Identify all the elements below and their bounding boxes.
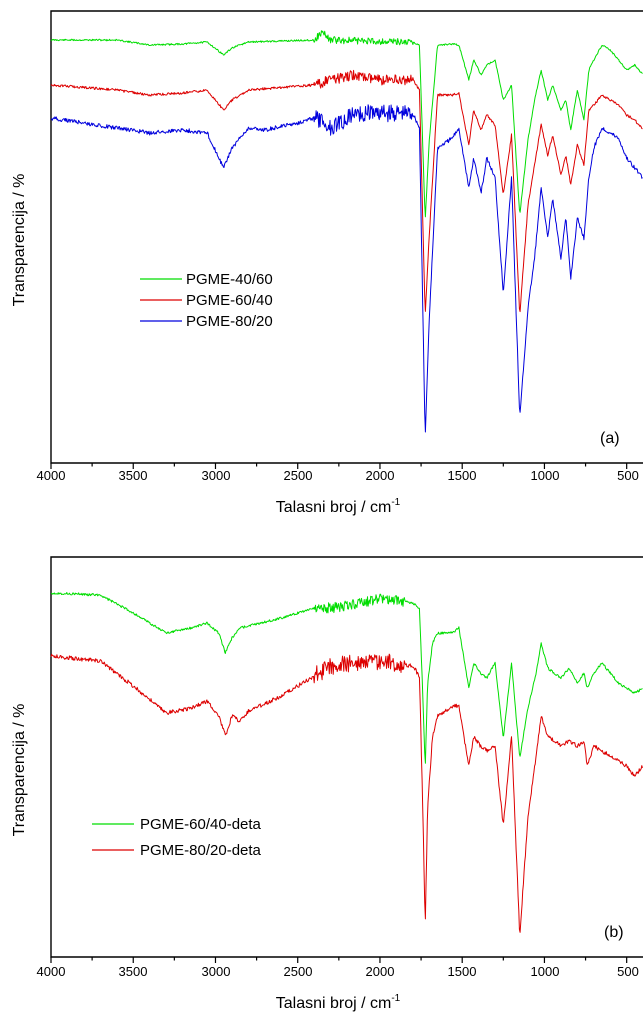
panel-b-label: (b) xyxy=(604,924,624,941)
panel-b-tick-label-3500: 3500 xyxy=(119,964,148,979)
panel-b-series-line-pgme-60-40-deta xyxy=(51,592,643,764)
panel-a-x-axis-title: Talasni broj / cm-1 xyxy=(276,497,401,516)
panel-a-series-line-pgme-60-40 xyxy=(50,69,643,313)
panel-b-y-axis-title: Transparencija / % xyxy=(11,704,28,837)
legend-label-pgme-80-20: PGME-80/20 xyxy=(186,313,273,330)
panel-a-label: (a) xyxy=(600,430,620,447)
panel-a-tick-label-4000: 4000 xyxy=(37,468,66,483)
legend-label-pgme-40-60: PGME-40/60 xyxy=(186,271,273,288)
panel-b-tick-label-4000: 4000 xyxy=(37,964,66,979)
panel-b-tick-label-500: 500 xyxy=(617,964,639,979)
panel-a-tick-label-2000: 2000 xyxy=(366,468,395,483)
panel-a-y-axis-title: Transparencija / % xyxy=(11,174,28,307)
legend-label-pgme-80-20-deta: PGME-80/20-deta xyxy=(140,842,262,859)
panel-b-frame xyxy=(50,556,643,958)
panel-a-tick-label-2500: 2500 xyxy=(284,468,313,483)
panel-b-series-group xyxy=(50,592,643,933)
panel-b-x-ticks xyxy=(50,957,628,963)
panel-b-tick-label-2500: 2500 xyxy=(284,964,313,979)
panel-b-legend: PGME-60/40-deta PGME-80/20-deta xyxy=(92,816,262,859)
panel-b-x-axis-title: Talasni broj / cm-1 xyxy=(276,993,401,1012)
panel-b: 4000 3500 3000 2500 2000 1500 1000 500 T… xyxy=(11,556,643,1012)
panel-a-tick-label-1500: 1500 xyxy=(448,468,477,483)
panel-b-tick-label-2000: 2000 xyxy=(366,964,395,979)
panel-b-tick-label-1000: 1000 xyxy=(531,964,560,979)
panel-a-tick-label-1000: 1000 xyxy=(531,468,560,483)
panel-a-legend: PGME-40/60 PGME-60/40 PGME-80/20 xyxy=(140,271,273,330)
panel-a-x-ticks xyxy=(50,463,628,469)
panel-a-frame xyxy=(50,10,643,464)
panel-a: 4000 3500 3000 2500 2000 1500 1000 500 T… xyxy=(11,10,643,516)
panel-a-tick-label-500: 500 xyxy=(617,468,639,483)
panel-a-series-line-pgme-80-20 xyxy=(50,104,643,433)
legend-label-pgme-60-40: PGME-60/40 xyxy=(186,292,273,309)
panel-a-series-line-pgme-40-60 xyxy=(50,30,643,218)
panel-b-tick-label-3000: 3000 xyxy=(202,964,231,979)
panel-a-series-group xyxy=(50,30,643,433)
legend-label-pgme-60-40-deta: PGME-60/40-deta xyxy=(140,816,262,833)
panel-b-tick-label-1500: 1500 xyxy=(448,964,477,979)
panel-b-series-line-pgme-80-20-deta xyxy=(50,653,643,933)
panel-a-tick-label-3000: 3000 xyxy=(202,468,231,483)
panel-a-tick-label-3500: 3500 xyxy=(119,468,148,483)
